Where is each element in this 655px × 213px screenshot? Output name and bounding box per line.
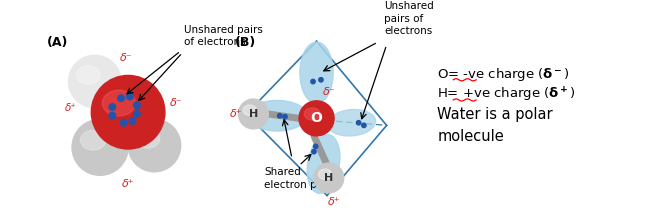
Text: (B): (B): [235, 36, 256, 49]
Ellipse shape: [77, 66, 100, 84]
Circle shape: [238, 99, 269, 129]
Circle shape: [69, 55, 121, 108]
Circle shape: [356, 121, 361, 125]
Text: Unshared
pairs of
electrons: Unshared pairs of electrons: [384, 1, 434, 36]
Circle shape: [362, 123, 366, 128]
Circle shape: [278, 114, 282, 118]
Text: δ⁻: δ⁻: [170, 98, 183, 108]
Text: δ⁺: δ⁺: [230, 109, 242, 119]
Ellipse shape: [318, 169, 332, 179]
Circle shape: [109, 112, 116, 119]
Circle shape: [283, 114, 287, 119]
Text: H: H: [324, 173, 333, 183]
Text: δ⁺: δ⁺: [66, 103, 77, 113]
Circle shape: [91, 75, 165, 149]
Text: (A): (A): [47, 36, 68, 49]
Ellipse shape: [81, 130, 105, 150]
Ellipse shape: [248, 100, 307, 131]
Text: O= -ve charge ($\mathbf{\delta^-}$): O= -ve charge ($\mathbf{\delta^-}$): [438, 66, 571, 83]
Text: δ⁺: δ⁺: [122, 179, 134, 189]
Ellipse shape: [136, 130, 160, 148]
Ellipse shape: [328, 109, 375, 136]
Text: H: H: [249, 109, 258, 119]
Circle shape: [126, 93, 133, 100]
Ellipse shape: [300, 42, 333, 104]
Circle shape: [129, 118, 136, 124]
Circle shape: [299, 101, 334, 136]
Text: Water is a polar
molecule: Water is a polar molecule: [438, 107, 553, 144]
Circle shape: [72, 119, 128, 175]
Ellipse shape: [307, 134, 340, 193]
Circle shape: [118, 95, 124, 102]
Circle shape: [314, 144, 318, 149]
Text: Unshared pairs
of electrons: Unshared pairs of electrons: [184, 25, 263, 47]
Ellipse shape: [305, 108, 320, 120]
Text: δ⁺: δ⁺: [328, 197, 341, 207]
Circle shape: [134, 102, 140, 109]
Circle shape: [311, 79, 315, 84]
Circle shape: [312, 150, 316, 154]
Circle shape: [314, 163, 344, 193]
Text: Shared
electron pairs: Shared electron pairs: [264, 167, 336, 190]
Circle shape: [121, 119, 127, 126]
Circle shape: [319, 78, 323, 82]
Text: O: O: [310, 111, 322, 125]
Circle shape: [128, 119, 181, 172]
Circle shape: [134, 111, 140, 117]
Text: H= +ve charge ($\mathbf{\delta^+}$): H= +ve charge ($\mathbf{\delta^+}$): [438, 86, 576, 104]
Ellipse shape: [243, 105, 256, 115]
Circle shape: [109, 104, 116, 110]
Text: δ⁻: δ⁻: [120, 53, 133, 63]
Text: δ⁻: δ⁻: [322, 87, 335, 97]
Ellipse shape: [102, 90, 136, 116]
